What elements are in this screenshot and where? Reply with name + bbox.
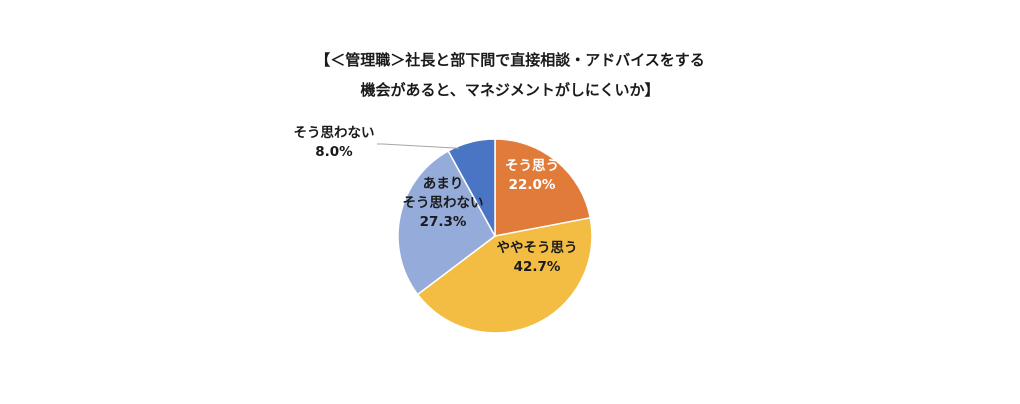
- slice-category-label-3: あまり: [423, 176, 464, 192]
- pie-slice-4: [447, 138, 496, 237]
- pie-slice-2: [416, 216, 593, 334]
- slice-value-label-3: 27.3%: [420, 214, 467, 230]
- chart-title-line-2: 機会があると、マネジメントがしにくいか】: [360, 81, 660, 99]
- slice-category-label-3: そう思わない: [403, 195, 484, 211]
- chart-title-line-1: 【＜管理職＞社長と部下間で直接相談・アドバイスをする: [315, 51, 705, 69]
- slice-category-label-4: そう思わない: [294, 125, 375, 141]
- leader-line: [377, 143, 459, 149]
- slice-value-label-2: 42.7%: [514, 259, 561, 275]
- slice-value-label-1: 22.0%: [509, 177, 556, 193]
- slice-category-label-1: そう思う: [505, 158, 559, 174]
- pie-slice-3: [397, 149, 496, 296]
- slice-value-label-4: 8.0%: [315, 144, 353, 160]
- slice-category-label-2: ややそう思う: [497, 240, 578, 256]
- pie-slice-1: [494, 138, 592, 237]
